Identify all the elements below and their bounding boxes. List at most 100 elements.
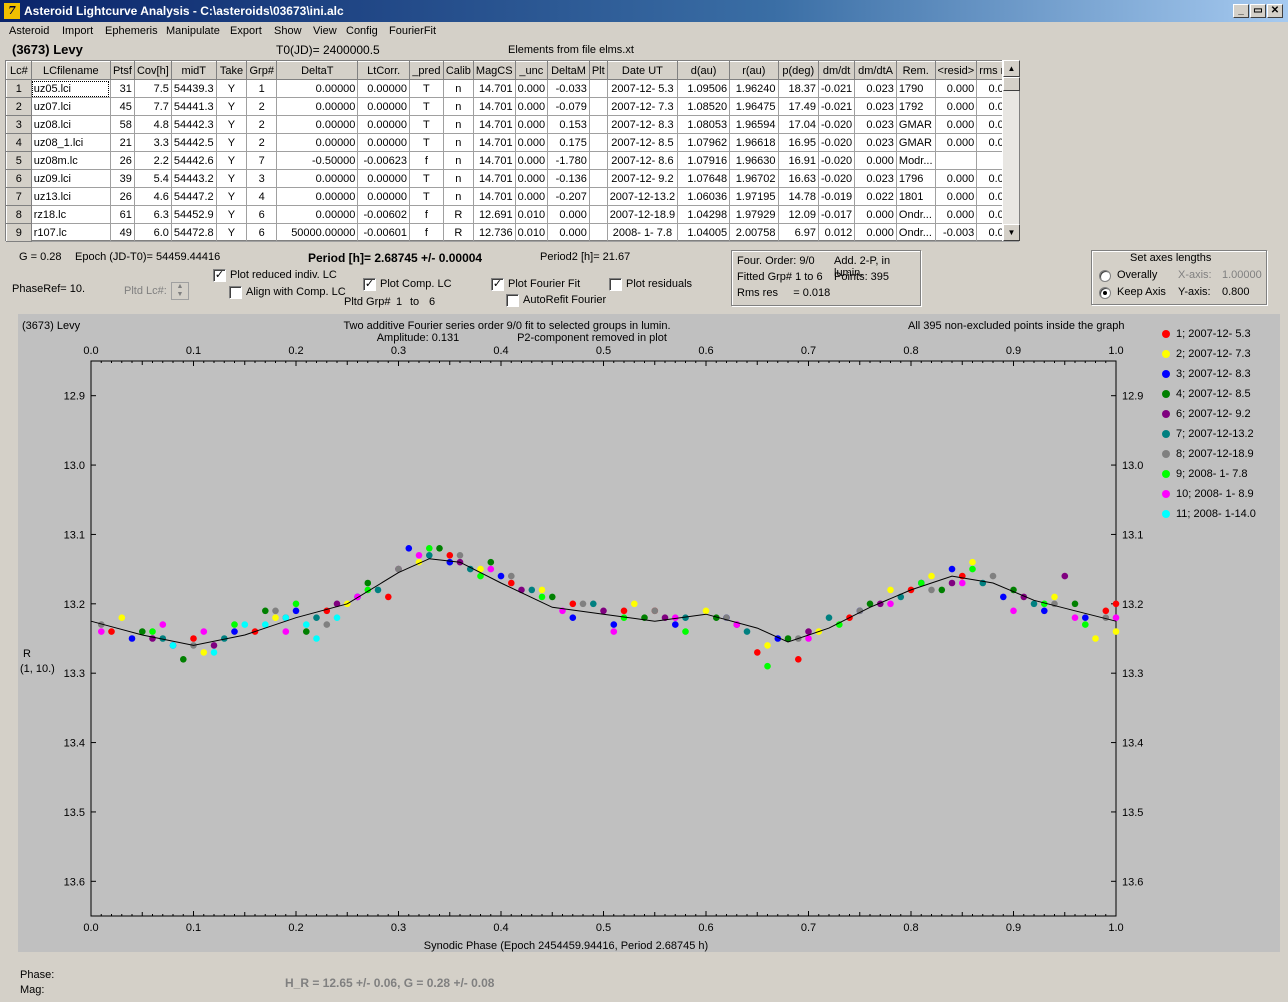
row-header[interactable]: 3 — [6, 115, 32, 134]
table-cell[interactable]: 0.00000 — [276, 169, 359, 188]
table-cell[interactable]: 21 — [109, 133, 135, 152]
table-cell[interactable]: 4.6 — [133, 187, 172, 206]
table-cell[interactable]: 50000.00000 — [276, 223, 359, 242]
table-cell[interactable]: -0.020 — [817, 151, 856, 170]
table-cell[interactable]: 2007-12-18.9 — [606, 205, 679, 224]
table-header-20[interactable]: dm/dtA — [854, 61, 897, 80]
table-row[interactable]: 8 rz18.lc 61 6.3 54452.9 Y 6 0.00000 -0.00602 f R 1… — [6, 205, 1019, 224]
table-cell[interactable]: T — [408, 187, 444, 206]
table-cell[interactable]: n — [442, 97, 474, 116]
table-cell[interactable]: 3.3 — [133, 133, 172, 152]
table-cell[interactable]: 0.00000 — [357, 169, 410, 188]
table-header-10[interactable]: Calib — [442, 61, 474, 80]
table-cell[interactable]: 0.000 — [547, 205, 590, 224]
table-scrollbar[interactable]: ▲ ▼ — [1002, 60, 1020, 241]
table-cell[interactable]: 0.000 — [934, 169, 978, 188]
table-cell[interactable]: 0.000 — [514, 187, 549, 206]
table-cell[interactable]: 7.5 — [133, 79, 172, 98]
table-cell[interactable]: 1.04005 — [677, 223, 731, 242]
x-axis-value[interactable]: 1.00000 — [1222, 269, 1262, 281]
plot-reduced-checkbox[interactable]: ✓ — [213, 269, 226, 282]
table-cell[interactable]: Ondr... — [895, 205, 936, 224]
table-cell[interactable]: 54442.3 — [170, 115, 217, 134]
table-cell[interactable]: 6.97 — [777, 223, 819, 242]
table-cell[interactable]: 0.000 — [934, 205, 978, 224]
menu-ephemeris[interactable]: Ephemeris — [105, 25, 158, 37]
table-header-22[interactable]: <resid> — [934, 61, 978, 80]
table-header-9[interactable]: _pred — [408, 61, 444, 80]
table-cell[interactable]: 54472.8 — [170, 223, 217, 242]
table-header-0[interactable]: Lc# — [6, 61, 32, 80]
table-cell[interactable]: 12.736 — [472, 223, 516, 242]
table-cell[interactable] — [588, 223, 608, 242]
table-cell[interactable]: 14.701 — [472, 133, 516, 152]
table-cell[interactable]: 14.701 — [472, 151, 516, 170]
table-cell[interactable]: 54443.2 — [170, 169, 217, 188]
table-cell[interactable] — [588, 133, 608, 152]
table-cell[interactable]: 58 — [109, 115, 135, 134]
table-cell[interactable]: 0.000 — [934, 79, 978, 98]
table-cell[interactable]: 2007-12-13.2 — [606, 187, 679, 206]
table-cell[interactable]: T — [408, 133, 444, 152]
table-cell[interactable]: 1.97929 — [729, 205, 779, 224]
table-cell[interactable]: Modr... — [895, 151, 936, 170]
close-button[interactable]: ✕ — [1267, 4, 1283, 18]
table-cell[interactable] — [588, 187, 608, 206]
table-cell[interactable]: GMAR — [895, 133, 936, 152]
table-cell[interactable]: 12.09 — [777, 205, 819, 224]
table-cell[interactable]: 1.07962 — [677, 133, 731, 152]
table-cell[interactable]: rz18.lc — [30, 205, 111, 224]
table-cell[interactable]: uz13.lci — [30, 187, 111, 206]
menu-manipulate[interactable]: Manipulate — [166, 25, 220, 37]
table-row[interactable]: 9 r107.lc 49 6.0 54472.8 Y 6 50000.00000 -0.0060… — [6, 223, 1019, 242]
pltd-lc-spinner[interactable]: ▲ ▼ — [171, 282, 189, 300]
table-cell[interactable]: 14.701 — [472, 115, 516, 134]
table-cell[interactable]: 0.000 — [514, 79, 549, 98]
table-header-7[interactable]: DeltaT — [276, 61, 359, 80]
row-header[interactable]: 5 — [6, 151, 32, 170]
table-cell[interactable]: R — [442, 223, 474, 242]
table-cell[interactable]: -0.020 — [817, 115, 856, 134]
table-cell[interactable]: 0.000 — [514, 133, 549, 152]
overally-radio[interactable] — [1099, 270, 1111, 282]
table-cell[interactable]: 2 — [246, 97, 278, 116]
table-cell[interactable]: 0.000 — [934, 97, 978, 116]
plot-residuals-checkbox[interactable] — [609, 278, 622, 291]
table-cell[interactable]: 54442.5 — [170, 133, 217, 152]
plot-fourier-checkbox[interactable]: ✓ — [491, 278, 504, 291]
table-cell[interactable]: f — [408, 205, 444, 224]
table-cell[interactable]: n — [442, 115, 474, 134]
table-cell[interactable]: 18.37 — [777, 79, 819, 98]
table-cell[interactable]: 14.78 — [777, 187, 819, 206]
table-cell[interactable]: 39 — [109, 169, 135, 188]
table-cell[interactable]: 0.023 — [854, 79, 897, 98]
table-cell[interactable] — [588, 205, 608, 224]
table-cell[interactable]: 1.06036 — [677, 187, 731, 206]
menu-config[interactable]: Config — [346, 25, 378, 37]
table-cell[interactable]: -0.020 — [817, 169, 856, 188]
table-cell[interactable]: 0.00000 — [276, 205, 359, 224]
table-cell[interactable]: 1.08520 — [677, 97, 731, 116]
table-cell[interactable]: 1790 — [895, 79, 936, 98]
table-cell[interactable]: 1.04298 — [677, 205, 731, 224]
table-cell[interactable]: uz07.lci — [30, 97, 111, 116]
table-cell[interactable]: 26 — [109, 151, 135, 170]
table-cell[interactable]: 2.00758 — [729, 223, 779, 242]
table-cell[interactable] — [588, 169, 608, 188]
table-cell[interactable]: -0.017 — [817, 205, 856, 224]
table-cell[interactable]: T — [408, 115, 444, 134]
table-cell[interactable]: 1792 — [895, 97, 936, 116]
table-cell[interactable]: 17.04 — [777, 115, 819, 134]
table-cell[interactable]: 0.000 — [934, 133, 978, 152]
table-header-16[interactable]: d(au) — [677, 61, 731, 80]
keep-axis-radio[interactable] — [1099, 287, 1111, 299]
pltd-grp-from[interactable]: 1 — [396, 296, 403, 308]
table-cell[interactable]: 61 — [109, 205, 135, 224]
table-cell[interactable]: 7.7 — [133, 97, 172, 116]
table-cell[interactable]: 0.000 — [854, 223, 897, 242]
table-cell[interactable]: 7 — [246, 151, 278, 170]
scroll-thumb[interactable] — [1003, 77, 1020, 91]
table-cell[interactable]: GMAR — [895, 115, 936, 134]
